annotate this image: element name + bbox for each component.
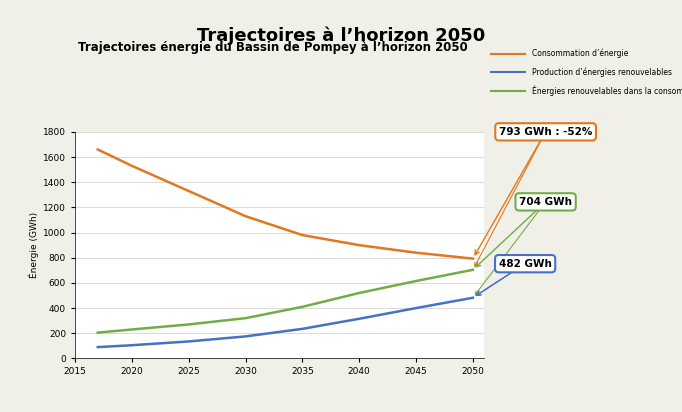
Text: Trajectoires énergie du Bassin de Pompey à l’horizon 2050: Trajectoires énergie du Bassin de Pompey…: [78, 41, 468, 54]
Text: Trajectoires à l’horizon 2050: Trajectoires à l’horizon 2050: [197, 27, 485, 45]
Text: 482 GWh: 482 GWh: [499, 259, 552, 269]
Text: 793 GWh : -52%: 793 GWh : -52%: [499, 127, 592, 137]
Text: Énergies renouvelables dans la consommation d’énergie: Énergies renouvelables dans la consommat…: [532, 85, 682, 96]
Text: 704 GWh: 704 GWh: [519, 197, 572, 207]
Text: Consommation d’énergie: Consommation d’énergie: [532, 49, 628, 59]
Y-axis label: Énergie (GWh): Énergie (GWh): [29, 212, 39, 278]
Text: Production d’énergies renouvelables: Production d’énergies renouvelables: [532, 67, 672, 77]
